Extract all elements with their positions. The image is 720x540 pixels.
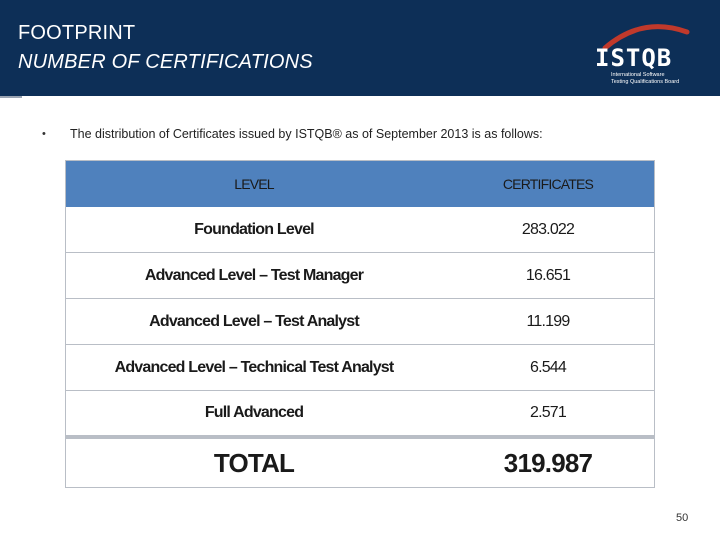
total-label: TOTAL <box>213 448 295 478</box>
logo-arc-icon <box>602 24 690 50</box>
header-divider <box>0 96 22 98</box>
logo-wordmark: ISTQB <box>595 44 673 72</box>
certificates-cell: 283.022 <box>521 220 575 238</box>
level-cell: Advanced Level – Technical Test Analyst <box>114 358 395 376</box>
level-cell: Foundation Level <box>194 220 314 238</box>
logo-tagline-line1: International Software <box>611 72 665 78</box>
header-certificates: CERTIFICATES <box>502 176 594 192</box>
table-row: Advanced Level – Test Manager 16.651 <box>66 253 654 299</box>
table-row: Foundation Level 283.022 <box>66 207 654 253</box>
page-number: 50 <box>676 512 689 524</box>
table-row: Full Advanced 2.571 <box>66 390 654 436</box>
logo-tagline-line2: Testing Qualifications Board <box>611 79 680 85</box>
total-value: 319.987 <box>503 448 593 478</box>
table-row: Advanced Level – Technical Test Analyst … <box>66 345 654 391</box>
level-cell: Advanced Level – Test Manager <box>144 266 364 284</box>
level-cell: Advanced Level – Test Analyst <box>149 312 360 330</box>
bullet-point: • <box>42 128 46 140</box>
intro-text: The distribution of Certificates issued … <box>70 127 543 141</box>
slide-subtitle: NUMBER OF CERTIFICATIONS <box>18 51 313 73</box>
certificates-cell: 11.199 <box>526 312 571 330</box>
level-cell: Full Advanced <box>204 403 304 421</box>
certificates-cell: 16.651 <box>525 266 571 284</box>
certificates-cell: 2.571 <box>529 403 567 421</box>
certificates-cell: 6.544 <box>529 358 567 376</box>
slide-header: FOOTPRINT NUMBER OF CERTIFICATIONS ISTQB… <box>0 0 720 96</box>
table-total-row: TOTAL 319.987 <box>66 436 654 488</box>
certifications-table: LEVEL CERTIFICATES Foundation Level 283.… <box>65 160 655 488</box>
slide-title: FOOTPRINT <box>18 22 136 44</box>
istqb-logo: ISTQB International Software Testing Qua… <box>587 24 697 86</box>
table-row: Advanced Level – Test Analyst 11.199 <box>66 299 654 345</box>
table-header-row: LEVEL CERTIFICATES <box>66 161 654 208</box>
header-level: LEVEL <box>234 176 274 192</box>
